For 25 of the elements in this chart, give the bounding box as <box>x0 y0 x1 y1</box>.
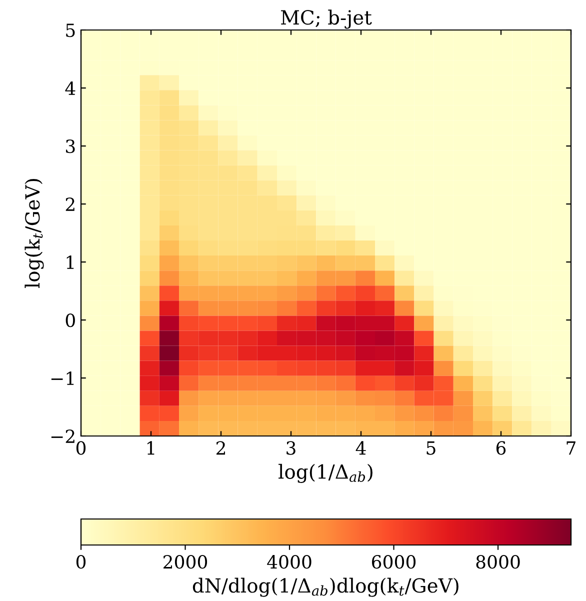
y-tick-label: 5 <box>66 24 75 38</box>
color-bar-label: 4000 <box>267 555 312 569</box>
x-tick-label: 0 <box>76 441 86 455</box>
x-tick-label: 1 <box>147 441 154 455</box>
color-bar-title: dN/dlog(1/Δ$_{ab}$)dlog(k$_{t}$/GeV) <box>192 578 458 597</box>
color-bar-label: 2000 <box>164 555 208 569</box>
y-tick-label: −1 <box>51 371 74 385</box>
x-tick-label: 6 <box>496 441 506 455</box>
y-axis-title: log(k$_{t}$/GeV) <box>24 179 44 288</box>
y-tick-label: 3 <box>66 139 75 154</box>
x-tick-label: 3 <box>286 441 296 455</box>
x-tick-label: 2 <box>216 441 225 455</box>
color-bar-label: 8000 <box>476 555 520 569</box>
x-tick-label: 7 <box>566 441 576 455</box>
color-bar-label: 6000 <box>372 555 416 569</box>
y-tick-label: 4 <box>65 81 76 95</box>
y-tick-label: −2 <box>51 429 74 443</box>
chart-title: MC; b-jet <box>281 10 372 29</box>
y-tick-label: 0 <box>66 313 75 328</box>
y-tick-label: 1 <box>66 255 74 269</box>
x-tick-label: 5 <box>426 441 436 455</box>
y-tick-label: 2 <box>66 197 74 211</box>
color-bar-label: 0 <box>76 555 86 569</box>
x-axis-title: log(1/Δ$_{ab}$) <box>278 464 372 483</box>
x-tick-label: 4 <box>356 441 366 455</box>
